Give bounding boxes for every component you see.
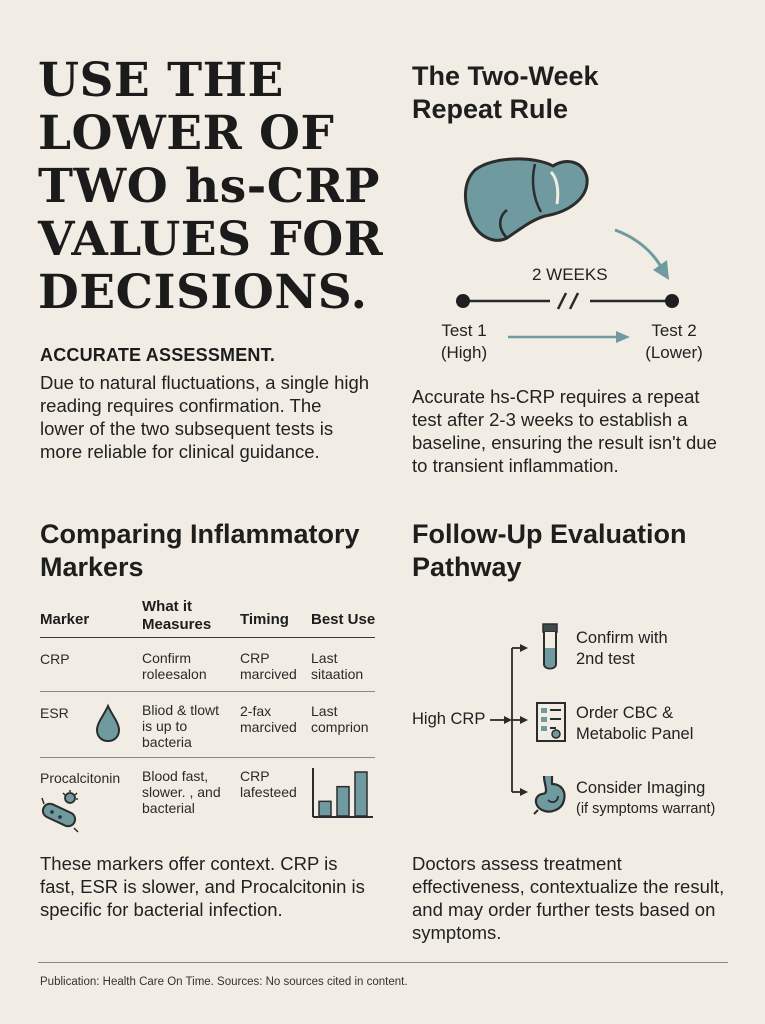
pathway-branches xyxy=(490,644,528,796)
assessment-heading: ACCURATE ASSESSMENT. xyxy=(40,345,276,365)
test1-label: Test 1 (High) xyxy=(440,321,488,362)
table-cell-marker: ESR xyxy=(40,705,69,721)
table-row-rule xyxy=(40,691,375,692)
footer-divider xyxy=(38,962,728,963)
col-header-best-use: Best Use xyxy=(311,611,376,628)
markers-title: Comparing Inflammatory Markers xyxy=(40,519,360,582)
liver-icon xyxy=(464,157,669,280)
table-cell-measures: Bliod & tlowt is up to bacteria xyxy=(142,702,220,750)
lab-report-icon xyxy=(536,702,566,742)
test2-label: Test 2 (Lower) xyxy=(645,321,703,362)
table-header-rule xyxy=(40,637,375,638)
repeat-rule-title: The Two-Week Repeat Rule xyxy=(412,61,599,124)
pathway-step: Order CBC & Metabolic Panel xyxy=(576,704,694,743)
headline-line: LOWER OF xyxy=(38,106,335,161)
table-row-rule xyxy=(40,757,375,758)
timeline-end-dot xyxy=(665,294,679,308)
mini-bar xyxy=(318,800,332,817)
table-cell-measures: Blood fast, slower. , and bacterial xyxy=(142,768,221,816)
main-headline: USE THE LOWER OF TWO hs-CRP VALUES FOR D… xyxy=(38,54,398,319)
timeline-start-dot xyxy=(456,294,470,308)
headline-line: DECISIONS. xyxy=(38,265,368,320)
blood-drop-icon xyxy=(95,703,121,743)
pathway-step: Confirm with 2nd test xyxy=(576,629,668,668)
mini-bar xyxy=(336,785,350,817)
table-cell-marker: CRP xyxy=(40,651,70,667)
col-header-measures: What it Measures xyxy=(142,598,212,633)
col-header-marker: Marker xyxy=(40,611,90,628)
bacteria-icon xyxy=(41,790,79,833)
stomach-icon xyxy=(533,775,566,815)
headline-line: USE THE xyxy=(38,53,284,108)
mini-bar-chart-icon xyxy=(312,768,373,818)
pathway-title: Follow-Up Evaluation Pathway xyxy=(412,519,687,582)
col-header-timing: Timing xyxy=(240,611,289,628)
footer-credit: Publication: Health Care On Time. Source… xyxy=(40,976,408,988)
interval-label: 2 WEEKS xyxy=(532,265,608,284)
table-cell-best-use: Last sitaation xyxy=(311,650,364,682)
headline-line: VALUES FOR xyxy=(38,212,384,267)
mini-bar xyxy=(354,771,368,817)
assessment-text: Due to natural fluctuations, a single hi… xyxy=(40,372,370,462)
table-cell-best-use: Last comprion xyxy=(311,703,369,735)
table-cell-timing: 2-fax marcived xyxy=(240,703,297,735)
headline-line: TWO hs-CRP xyxy=(38,159,381,214)
table-cell-timing: CRP marcived xyxy=(240,650,297,682)
curved-arrow xyxy=(614,228,665,271)
pathway-start-label: High CRP xyxy=(412,710,486,728)
table-cell-measures: Confirm roleesalon xyxy=(142,650,207,682)
timeline xyxy=(456,292,679,343)
repeat-rule-text: Accurate hs-CRP requires a repeat test a… xyxy=(412,386,717,476)
table-cell-marker: Procalcitonin xyxy=(40,770,121,786)
table-cell-timing: CRP lafesteed xyxy=(240,768,297,800)
test-tube-icon xyxy=(542,623,558,670)
markers-text: These markers offer context. CRP is fast… xyxy=(40,853,365,920)
pathway-step: Consider Imaging (if symptoms warrant) xyxy=(576,779,716,817)
pathway-text: Doctors assess treatment effectiveness, … xyxy=(412,853,725,943)
